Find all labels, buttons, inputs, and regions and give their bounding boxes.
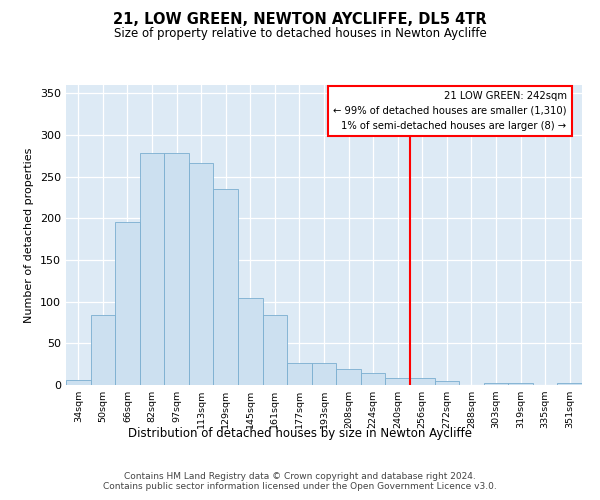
Bar bbox=[385, 378, 410, 385]
Y-axis label: Number of detached properties: Number of detached properties bbox=[25, 148, 34, 322]
Bar bbox=[336, 369, 361, 385]
Text: 21 LOW GREEN: 242sqm
← 99% of detached houses are smaller (1,310)
1% of semi-det: 21 LOW GREEN: 242sqm ← 99% of detached h… bbox=[333, 91, 566, 130]
Bar bbox=[263, 315, 287, 385]
Text: Distribution of detached houses by size in Newton Aycliffe: Distribution of detached houses by size … bbox=[128, 428, 472, 440]
Bar bbox=[312, 364, 336, 385]
Bar bbox=[508, 384, 533, 385]
Bar bbox=[115, 222, 140, 385]
Bar bbox=[66, 380, 91, 385]
Bar bbox=[484, 382, 508, 385]
Text: Size of property relative to detached houses in Newton Aycliffe: Size of property relative to detached ho… bbox=[113, 28, 487, 40]
Bar bbox=[189, 164, 214, 385]
Bar bbox=[361, 372, 385, 385]
Bar bbox=[164, 154, 189, 385]
Bar bbox=[557, 384, 582, 385]
Bar bbox=[287, 364, 312, 385]
Text: Contains HM Land Registry data © Crown copyright and database right 2024.: Contains HM Land Registry data © Crown c… bbox=[124, 472, 476, 481]
Bar bbox=[91, 315, 115, 385]
Text: 21, LOW GREEN, NEWTON AYCLIFFE, DL5 4TR: 21, LOW GREEN, NEWTON AYCLIFFE, DL5 4TR bbox=[113, 12, 487, 28]
Bar bbox=[214, 189, 238, 385]
Text: Contains public sector information licensed under the Open Government Licence v3: Contains public sector information licen… bbox=[103, 482, 497, 491]
Bar bbox=[140, 154, 164, 385]
Bar bbox=[238, 298, 263, 385]
Bar bbox=[410, 378, 434, 385]
Bar bbox=[434, 381, 459, 385]
